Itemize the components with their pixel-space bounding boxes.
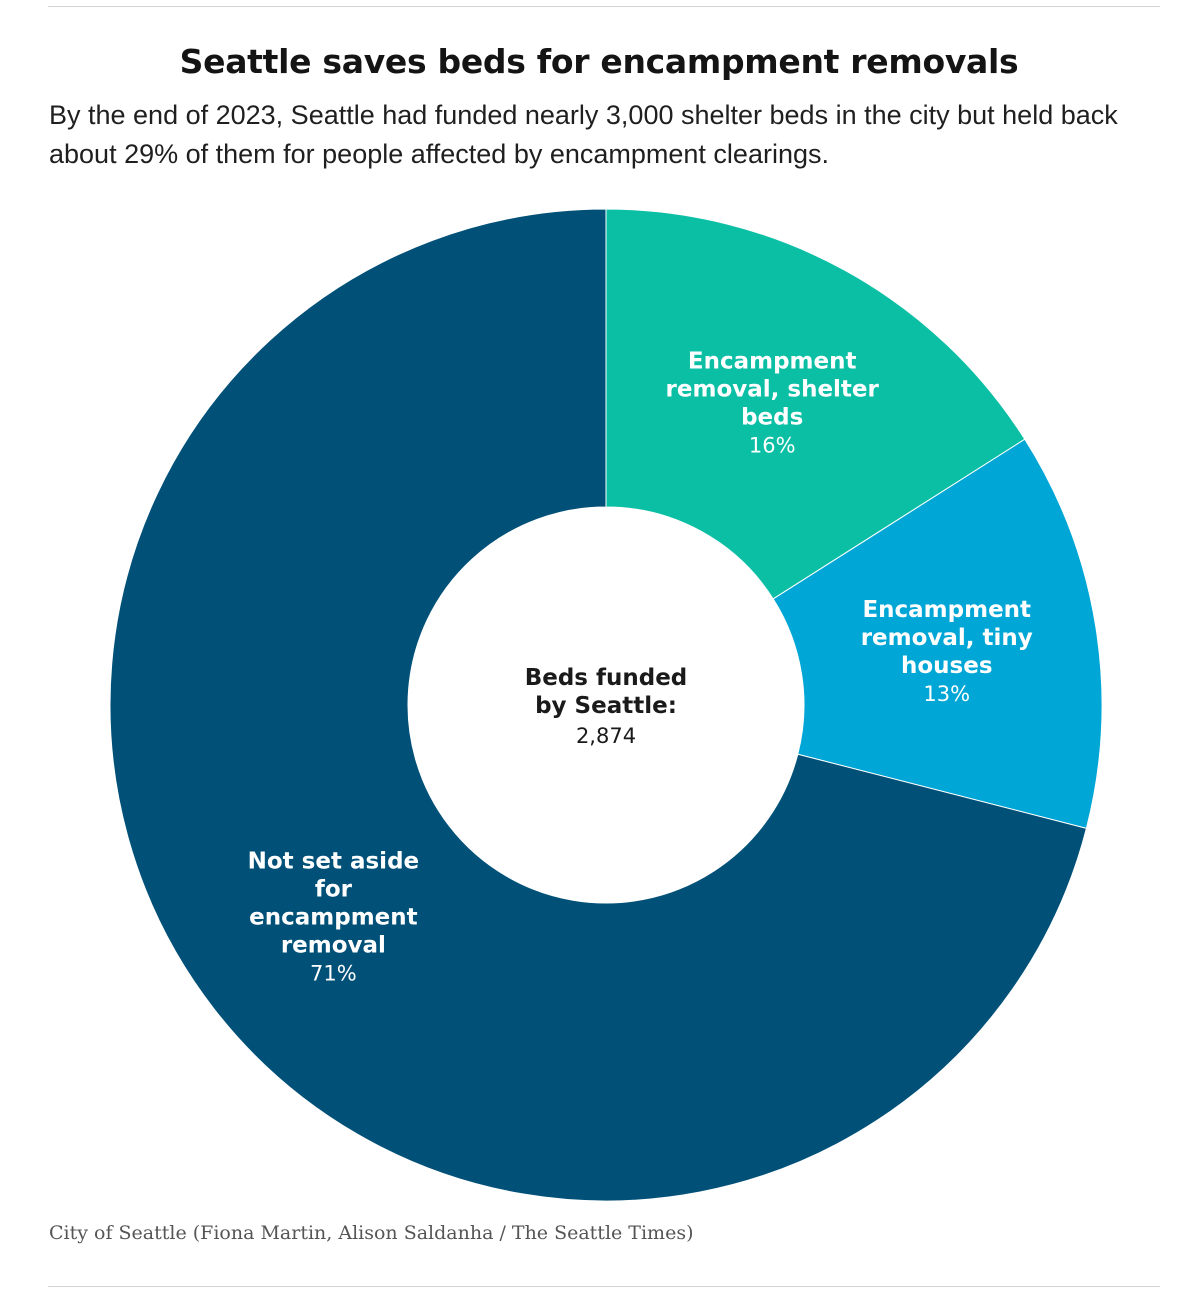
chart-title: Seattle saves beds for encampment remova… xyxy=(179,42,1019,81)
slice-label-1: Encampment removal, tiny houses 13% xyxy=(861,597,1033,706)
top-divider xyxy=(48,6,1160,7)
slice-value-label-1: 13% xyxy=(923,682,970,706)
chart-subtitle: By the end of 2023, Seattle had funded n… xyxy=(49,100,1118,169)
donut-slice-labels: Encampment removal, shelter beds 16%Encampm… xyxy=(248,349,1033,986)
center-label-line-1: by Seattle: xyxy=(535,693,677,719)
slice-label-2-line-3: removal xyxy=(281,932,386,958)
slice-value-label-2: 71% xyxy=(310,961,357,985)
donut-center-label: Beds funded by Seattle: 2,874 xyxy=(525,665,688,748)
donut-slice-2 xyxy=(109,208,1088,1202)
slice-label-1-line-1: removal, tiny xyxy=(861,625,1033,651)
slice-value-label-0: 16% xyxy=(749,434,796,458)
bottom-divider xyxy=(48,1286,1160,1287)
center-label-line-0: Beds funded xyxy=(525,665,688,691)
donut-slices xyxy=(109,208,1103,1202)
donut-slice-0 xyxy=(605,208,1026,600)
slice-label-2-line-0: Not set aside xyxy=(248,848,420,874)
slice-label-2-line-2: encampment xyxy=(249,904,418,930)
slice-label-0-line-0: Encampment xyxy=(688,349,857,375)
center-label-value: 2,874 xyxy=(576,724,636,748)
center-label-text: Beds funded by Seattle: 2,874 xyxy=(525,665,688,748)
slice-label-2-line-1: for xyxy=(315,876,353,902)
slice-label-0-line-1: removal, shelter xyxy=(666,377,880,403)
slice-label-0: Encampment removal, shelter beds 16% xyxy=(666,349,880,458)
slice-label-1-line-0: Encampment xyxy=(862,597,1031,623)
slice-label-1-line-2: houses xyxy=(901,653,993,679)
slice-label-2: Not set aside for encampment removal 71% xyxy=(248,848,420,985)
source-credit: City of Seattle (Fiona Martin, Alison Sa… xyxy=(49,1222,694,1244)
donut-slice-1 xyxy=(772,438,1103,829)
slice-label-0-line-2: beds xyxy=(741,405,803,431)
